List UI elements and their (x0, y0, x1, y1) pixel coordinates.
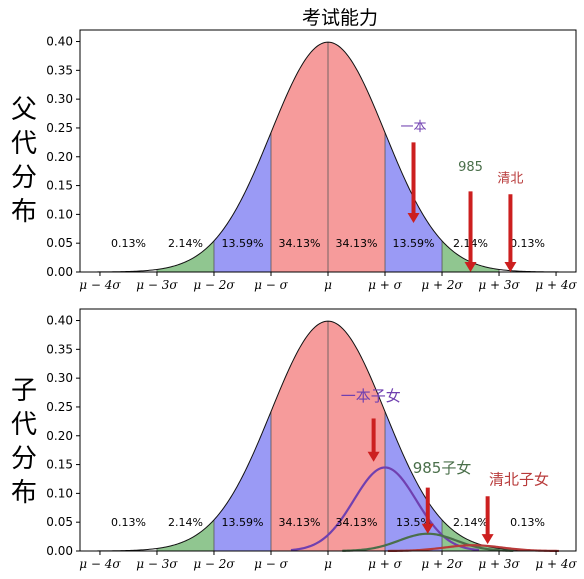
side-label-char: 代 (11, 129, 37, 159)
x-tick-label: μ (324, 557, 332, 571)
chart-title: 考试能力 (302, 7, 378, 29)
percentage-label: 2.14% (453, 516, 488, 529)
y-tick-label: 0.35 (46, 63, 73, 77)
percentage-label: 34.13% (279, 516, 321, 529)
side-label-char: 分 (11, 163, 37, 193)
marker-label: 清北 (497, 172, 523, 187)
y-tick-label: 0.35 (46, 342, 73, 356)
marker-arrow-head (504, 262, 517, 272)
percentage-label: 0.13% (510, 516, 545, 529)
marker-label: 985 (458, 160, 483, 175)
y-tick-label: 0.00 (46, 265, 73, 279)
x-tick-label: μ + 4σ (535, 278, 577, 292)
x-tick-label: μ + σ (368, 557, 402, 571)
marker-arrow-head (464, 262, 477, 272)
percentage-label: 0.13% (111, 516, 146, 529)
marker-label: 一本 (401, 120, 427, 135)
x-tick-label: μ + 2σ (421, 557, 463, 571)
percentage-label: 13.59% (222, 237, 264, 250)
x-tick-label: μ + 4σ (535, 557, 577, 571)
percentage-label: 0.13% (111, 237, 146, 250)
marker-label: 一本子女 (341, 387, 401, 405)
percentage-label: 0.13% (510, 237, 545, 250)
marker-arrow-head (407, 213, 420, 224)
marker-label: 985子女 (413, 459, 472, 477)
side-label-char: 代 (11, 410, 37, 440)
x-tick-label: μ + 3σ (478, 557, 520, 571)
percentage-label: 34.13% (336, 516, 378, 529)
x-tick-label: μ (324, 278, 332, 292)
y-tick-label: 0.40 (46, 314, 73, 328)
side-label-char: 分 (11, 444, 37, 474)
x-tick-label: μ + σ (368, 278, 402, 292)
side-label-char: 布 (11, 197, 37, 227)
y-tick-label: 0.15 (46, 179, 73, 193)
child-curve (290, 466, 480, 552)
y-tick-label: 0.10 (46, 207, 73, 221)
band-green (442, 240, 500, 272)
y-tick-label: 0.05 (46, 236, 73, 250)
x-tick-label: μ − 2σ (193, 557, 235, 571)
band-green (156, 519, 214, 551)
y-tick-label: 0.30 (46, 371, 73, 385)
x-tick-label: μ − σ (254, 557, 288, 571)
side-label-char: 父 (11, 95, 37, 125)
marker-arrow-head (481, 534, 494, 545)
band-green (156, 240, 214, 272)
marker-arrow-head (367, 451, 380, 462)
y-tick-label: 0.25 (46, 400, 73, 414)
y-tick-label: 0.00 (46, 544, 73, 558)
marker-label: 清北子女 (489, 471, 549, 489)
x-tick-label: μ − 4σ (79, 557, 121, 571)
side-label-char: 布 (11, 478, 37, 508)
y-tick-label: 0.05 (46, 515, 73, 529)
y-tick-label: 0.20 (46, 429, 73, 443)
x-tick-label: μ − 2σ (193, 278, 235, 292)
percentage-label: 34.13% (279, 237, 321, 250)
percentage-label: 34.13% (336, 237, 378, 250)
x-tick-label: μ − 4σ (79, 278, 121, 292)
bell-curve (80, 41, 576, 273)
percentage-label: 13.59% (393, 237, 435, 250)
x-tick-label: μ − 3σ (136, 557, 178, 571)
child-curve (387, 544, 559, 553)
percentage-label: 2.14% (168, 237, 203, 250)
y-tick-label: 0.15 (46, 458, 73, 472)
y-tick-label: 0.40 (46, 35, 73, 49)
x-tick-label: μ + 2σ (421, 278, 463, 292)
x-tick-label: μ + 3σ (478, 278, 520, 292)
y-tick-label: 0.10 (46, 486, 73, 500)
percentage-label: 2.14% (168, 516, 203, 529)
y-tick-label: 0.25 (46, 121, 73, 135)
side-label-char: 子 (11, 376, 37, 406)
y-tick-label: 0.30 (46, 92, 73, 106)
percentage-label: 13.59% (222, 516, 264, 529)
x-tick-label: μ − σ (254, 278, 288, 292)
marker-arrow-head (421, 523, 434, 534)
y-tick-label: 0.20 (46, 150, 73, 164)
band-green (442, 519, 500, 551)
percentage-label: 13.5% (396, 516, 431, 529)
x-tick-label: μ − 3σ (136, 278, 178, 292)
